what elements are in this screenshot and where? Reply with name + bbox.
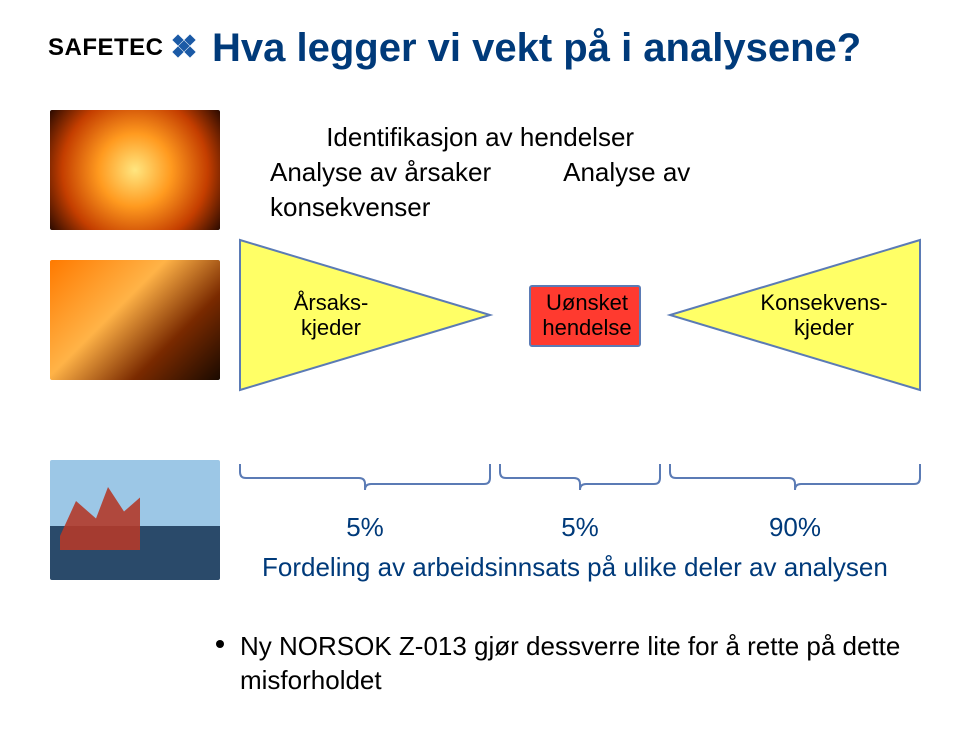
pct-segment-3: 90%	[670, 512, 920, 543]
intro-line2-right: Analyse av	[563, 155, 690, 190]
logo: SAFETEC	[48, 34, 200, 62]
bullet-text: Ny NORSOK Z-013 gjør dessverre lite for …	[240, 631, 900, 695]
bowtie-diagram: Årsaks- kjeder Uønsket hendelse Konsekve…	[240, 230, 920, 410]
intro-text: Identifikasjon av hendelser Analyse av å…	[270, 120, 690, 225]
pct-segment-2: 5%	[490, 512, 670, 543]
intro-line3: konsekvenser	[270, 190, 690, 225]
image-ship-damage	[50, 460, 220, 580]
distribution-brackets	[240, 460, 920, 513]
distribution-caption: Fordeling av arbeidsinnsats på ulike del…	[262, 552, 888, 583]
image-explosion	[50, 110, 220, 230]
page-title: Hva legger vi vekt på i analysene?	[212, 26, 861, 71]
intro-line1: Identifikasjon av hendelser	[270, 120, 690, 155]
image-fire	[50, 260, 220, 380]
bowtie-label-consequence: Konsekvens- kjeder	[744, 290, 904, 341]
slide: SAFETEC Hva legger vi vekt på i analysen…	[0, 0, 960, 754]
logo-text: SAFETEC	[48, 34, 164, 62]
bullet-dot-icon	[216, 640, 224, 648]
bowtie-label-event: Uønsket hendelse	[532, 290, 642, 341]
bullet-note: Ny NORSOK Z-013 gjør dessverre lite for …	[240, 630, 920, 698]
bowtie-label-cause: Årsaks- kjeder	[276, 290, 386, 341]
pct-segment-1: 5%	[240, 512, 490, 543]
intro-line2-left: Analyse av årsaker	[270, 155, 491, 190]
logo-mark-icon	[172, 34, 200, 62]
